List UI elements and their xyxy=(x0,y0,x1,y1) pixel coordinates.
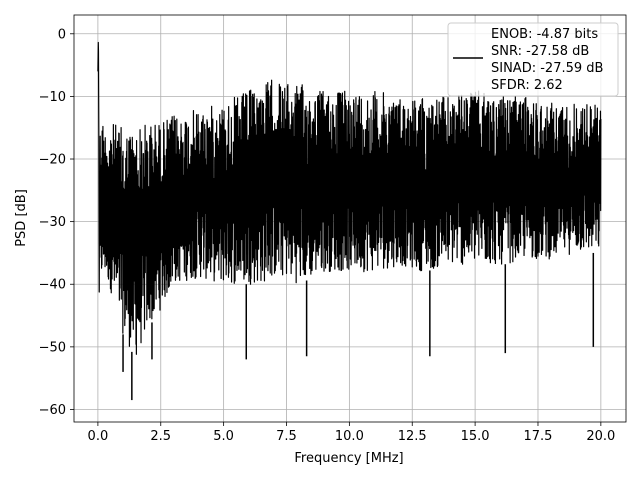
x-tick-label: 12.5 xyxy=(398,429,427,444)
psd-trace xyxy=(97,41,602,401)
y-axis-label: PSD [dB] xyxy=(14,189,29,247)
x-tick-label: 0.0 xyxy=(88,429,109,444)
x-tick-label: 5.0 xyxy=(213,429,234,444)
psd-line xyxy=(97,41,602,355)
y-axis-ticks: 0 −10 −20 −30 −40 −50 −60 xyxy=(39,27,74,418)
legend-entry-sinad: SINAD: -27.59 dB xyxy=(491,61,603,76)
x-tick-label: 10.0 xyxy=(335,429,364,444)
legend-entry-enob: ENOB: -4.87 bits xyxy=(491,27,598,42)
x-axis-ticks: 0.0 2.5 5.0 7.5 10.0 12.5 15.0 17.5 20.0 xyxy=(88,422,615,444)
legend: ENOB: -4.87 bits SNR: -27.58 dB SINAD: -… xyxy=(447,22,619,97)
x-axis-label: Frequency [MHz] xyxy=(294,451,403,466)
x-tick-label: 17.5 xyxy=(524,429,553,444)
x-tick-label: 2.5 xyxy=(150,429,171,444)
legend-entry-snr: SNR: -27.58 dB xyxy=(491,44,589,59)
y-tick-label: −20 xyxy=(39,153,66,168)
y-tick-label: −50 xyxy=(39,340,66,355)
y-tick-label: 0 xyxy=(58,27,66,42)
legend-entry-sfdr: SFDR: 2.62 xyxy=(491,78,563,93)
plot-frame xyxy=(73,14,627,423)
y-tick-label: −30 xyxy=(39,215,66,230)
legend-box xyxy=(447,22,619,97)
y-tick-label: −40 xyxy=(39,278,66,293)
y-tick-label: −60 xyxy=(39,403,66,418)
x-tick-label: 15.0 xyxy=(461,429,490,444)
y-tick-label: −10 xyxy=(39,90,66,105)
x-tick-label: 7.5 xyxy=(276,429,297,444)
x-tick-label: 20.0 xyxy=(586,429,615,444)
